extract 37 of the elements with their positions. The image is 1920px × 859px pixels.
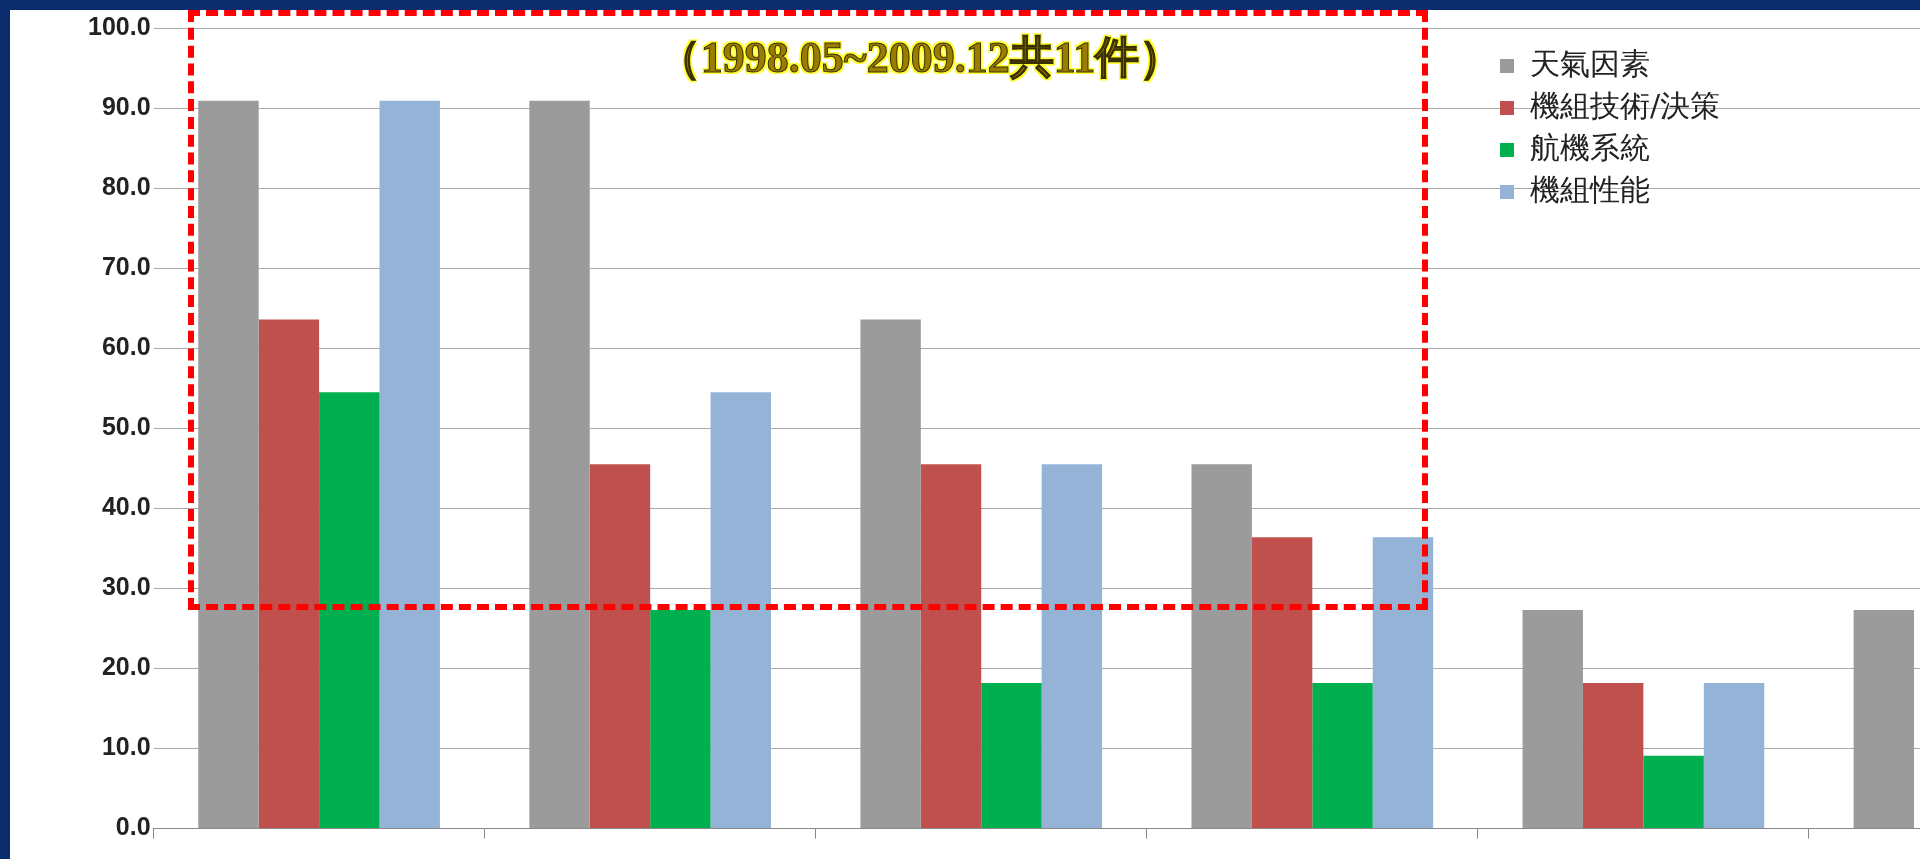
bar [319,392,380,829]
bar [1522,610,1583,829]
y-tick-label: 10.0 [101,732,151,761]
bar [920,464,982,829]
bar [710,392,772,829]
bar [529,100,590,829]
y-tick-label: 60.0 [101,332,151,361]
bar [1643,755,1704,829]
bar [589,464,651,829]
bar [1853,610,1915,829]
bar [1372,537,1434,829]
legend-label: 天氣因素 [1530,45,1650,81]
y-tick-label: 40.0 [101,492,151,521]
legend-label: 機組性能 [1530,171,1650,207]
bar [981,682,1042,829]
y-tick-label: 30.0 [101,572,151,601]
y-tick-label: 0.0 [115,812,151,841]
y-tick-label: 80.0 [101,172,151,201]
annotation: （1998.05~2009.12共11件） [655,32,1185,84]
y-tick-label: 90.0 [101,91,151,120]
y-tick-label: 20.0 [101,652,151,681]
bar [1703,682,1765,829]
y-tick-label: 50.0 [101,412,151,441]
legend-label: 航機系統 [1530,129,1650,165]
y-tick-label: 100.0 [88,11,151,40]
legend-label: 機組技術/決策 [1530,87,1721,123]
bar [1251,537,1313,829]
bar [198,100,259,829]
y-tick-label: 70.0 [101,252,151,281]
bar [1582,682,1644,829]
bar [1312,682,1373,829]
bar [650,610,711,829]
bar [258,319,320,829]
bar [379,100,440,829]
bar [1191,464,1252,829]
bar [1041,464,1103,829]
bar [860,319,921,829]
